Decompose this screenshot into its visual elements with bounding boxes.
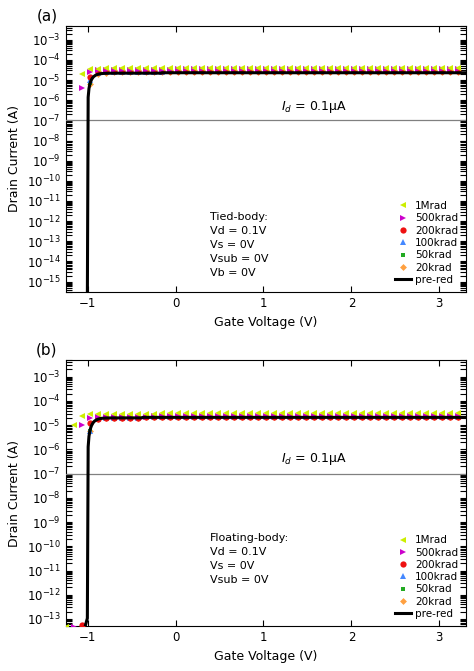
- Y-axis label: Drain Current (A): Drain Current (A): [9, 440, 21, 546]
- Text: (b): (b): [36, 342, 58, 357]
- Text: $I_d$ = 0.1μA: $I_d$ = 0.1μA: [281, 99, 347, 115]
- Y-axis label: Drain Current (A): Drain Current (A): [9, 105, 21, 213]
- X-axis label: Gate Voltage (V): Gate Voltage (V): [214, 315, 318, 329]
- Legend: 1Mrad, 500krad, 200krad, 100krad, 50krad, 20krad, pre-red: 1Mrad, 500krad, 200krad, 100krad, 50krad…: [393, 533, 460, 621]
- Text: (a): (a): [36, 8, 58, 23]
- Text: Tied-body:
Vd = 0.1V
Vs = 0V
Vsub = 0V
Vb = 0V: Tied-body: Vd = 0.1V Vs = 0V Vsub = 0V V…: [210, 212, 268, 278]
- X-axis label: Gate Voltage (V): Gate Voltage (V): [214, 650, 318, 663]
- Text: Floating-body:
Vd = 0.1V
Vs = 0V
Vsub = 0V: Floating-body: Vd = 0.1V Vs = 0V Vsub = …: [210, 533, 289, 585]
- Text: $I_d$ = 0.1μA: $I_d$ = 0.1μA: [281, 452, 347, 468]
- Legend: 1Mrad, 500krad, 200krad, 100krad, 50krad, 20krad, pre-red: 1Mrad, 500krad, 200krad, 100krad, 50krad…: [393, 199, 460, 287]
